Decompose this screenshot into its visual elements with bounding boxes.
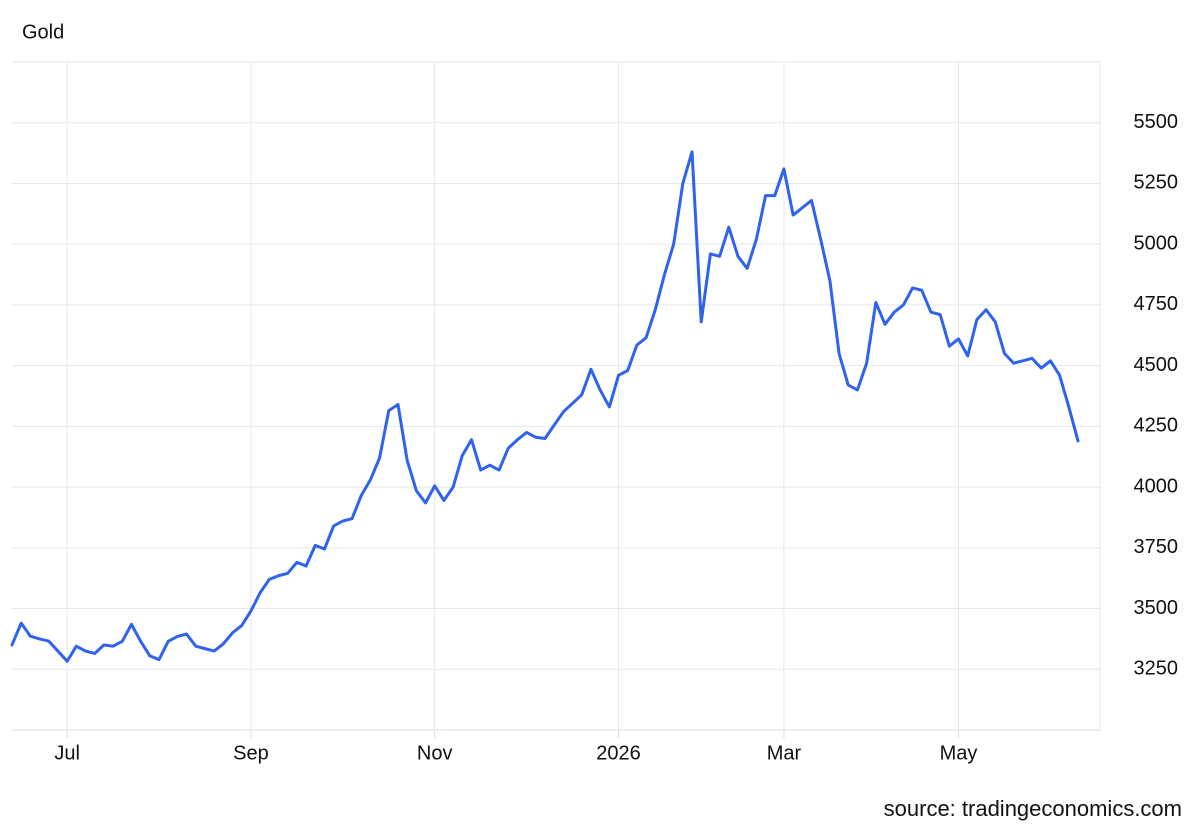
y-tick-label: 3250 [1134, 658, 1179, 680]
source-note: source: tradingeconomics.com [884, 796, 1182, 821]
price-line [10, 150, 1080, 663]
x-tick-label: Nov [417, 742, 453, 764]
x-tick-label: May [940, 742, 978, 764]
y-tick-label: 3750 [1134, 536, 1179, 558]
x-tick-label: 2026 [596, 742, 641, 764]
x-tick-label: Jul [54, 742, 80, 764]
y-tick-label: 5000 [1134, 232, 1179, 254]
x-tick-label: Mar [767, 742, 802, 764]
y-tick-label: 4500 [1134, 354, 1179, 376]
chart-title: Gold [22, 21, 64, 43]
y-tick-label: 4250 [1134, 415, 1179, 437]
x-tick-label: Sep [233, 742, 269, 764]
y-tick-label: 3500 [1134, 597, 1179, 619]
y-tick-label: 4750 [1134, 293, 1179, 315]
y-tick-label: 5250 [1134, 172, 1179, 194]
y-tick-label: 5500 [1134, 111, 1179, 133]
y-tick-label: 4000 [1134, 475, 1179, 497]
